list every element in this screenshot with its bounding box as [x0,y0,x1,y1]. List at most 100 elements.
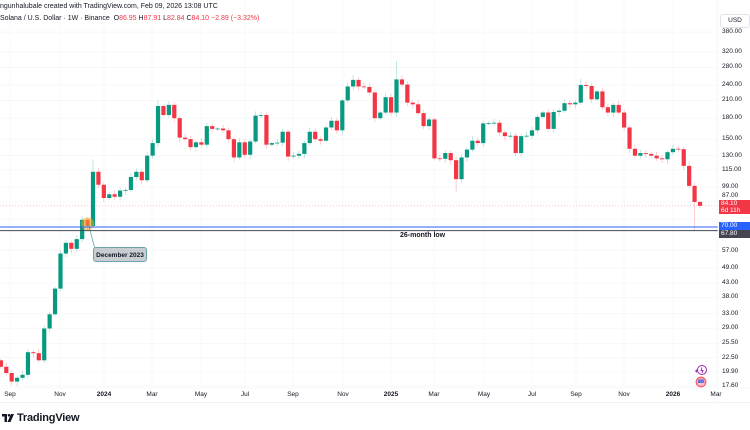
candle-down [231,137,237,162]
candle-up [204,122,209,148]
candle-up [670,144,676,155]
candle-body [58,253,63,289]
time-axis-label: May [194,391,208,398]
candle-up [237,138,242,160]
candle-body [692,185,697,202]
price-axis-label: 49.00 [722,264,739,272]
candle-up [470,136,475,152]
candle-down [36,348,41,363]
candle-up [535,114,540,135]
candle-body [134,171,139,178]
candle-body [220,128,226,131]
candle-up [269,141,274,147]
candle-body [611,104,616,113]
candle-body [193,142,199,148]
candle-body [681,149,686,166]
us-flag-event-icon[interactable] [695,376,707,388]
price-chart[interactable] [0,0,750,402]
candle-body [529,130,535,136]
candle-body [9,373,14,382]
candle-up [611,102,616,117]
candle-body [226,130,231,140]
price-axis-label: 38.00 [722,293,739,301]
candle-down [432,117,437,161]
price-axis-label: 22.50 [722,353,739,361]
price-axis-label: 43.00 [722,279,739,287]
time-axis-label: 2025 [383,391,399,398]
candle-body [659,158,665,160]
close-value: 84.10 [191,15,210,22]
candle-down [388,94,394,117]
highlight-marker [81,217,95,231]
candle-body [361,86,367,88]
candle-body [432,119,437,159]
candle-body [166,104,171,116]
price-axis-label: 240.00 [722,81,742,89]
candle-up [150,139,155,159]
low-annotation[interactable]: 26-month low [400,232,446,239]
candle-body [540,112,545,117]
candle-down [226,127,231,143]
candle-up [155,100,161,147]
candle-body [177,118,182,138]
candle-up [166,101,171,118]
candle-body [63,242,69,254]
tradingview-logo-icon [2,414,14,422]
candle-body [676,148,681,150]
candle-up [524,131,529,139]
candle-down [183,133,188,142]
candle-up [63,239,69,258]
candle-down [416,100,421,116]
candle-body [139,171,144,181]
time-axis-label: Mar [710,391,722,398]
candle-down [681,146,686,170]
candle-up [486,121,491,126]
candle-down [399,75,405,87]
candle-up [351,74,356,90]
dividends-splits-icon[interactable] [694,364,708,376]
candle-up [394,61,399,117]
candle-body [475,140,480,144]
candle-body [117,190,123,197]
candle-body [562,103,567,111]
candle-body [481,123,486,144]
candle-down [367,83,372,96]
candle-body [0,360,3,367]
tradingview-logo[interactable]: TradingView [2,412,80,424]
candle-down [139,169,144,185]
time-axis-label: Mar [428,391,440,398]
candle-body [367,86,372,93]
candle-body [161,106,166,116]
december-2023-callout[interactable]: December 2023 [93,247,147,262]
candle-up [519,133,524,158]
candle-body [649,153,654,156]
candle-body [378,112,383,119]
candle-down [659,155,665,163]
candle-up [15,375,20,386]
candle-down [372,89,377,123]
candle-body [15,377,20,382]
candle-down [643,150,648,158]
candle-body [497,122,502,133]
candle-up [556,108,562,117]
candle-body [280,131,285,143]
candle-body [90,171,96,226]
candle-body [253,115,258,142]
candle-body [567,103,573,105]
time-axis-label: May [477,391,491,398]
candle-up [491,119,497,126]
price-axis-label: 320.00 [722,47,742,55]
price-axis-label: 87.00 [722,191,739,199]
candle-down [9,370,14,386]
currency-button[interactable]: USD [720,14,750,28]
candle-body [399,79,405,85]
candle-up [464,147,470,162]
candle-body [551,111,556,129]
candle-up [134,168,139,181]
price-axis-label: 130.00 [722,151,742,159]
candle-up [74,235,79,252]
candle-up [594,89,600,102]
candle-up [280,128,285,147]
candle-down [584,81,589,89]
brand-name: TradingView [17,412,80,424]
